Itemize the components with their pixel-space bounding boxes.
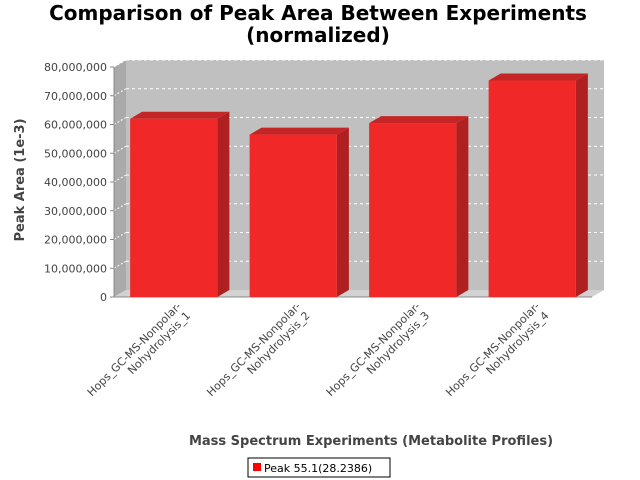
plot-floor [114,290,604,297]
y-tick-label: 50,000,000 [44,147,107,160]
bar-side [336,127,349,297]
legend: Peak 55.1(28.2386) [247,457,391,478]
bar-side [217,111,230,297]
y-tick-label: 20,000,000 [44,234,107,247]
x-tick-label: Hops_GC-MS-Nonpolar-Nohydrolysis_2 [204,300,312,408]
x-axis-categories: Hops_GC-MS-Nonpolar-Nohydrolysis_1 Hops_G… [85,300,552,408]
y-tick-label: 10,000,000 [44,262,107,275]
y-axis-title: Peak Area (1e-3) [13,118,28,241]
bar-top [369,116,469,124]
x-tick-label: Hops_GC-MS-Nonpolar-Nohydrolysis_1 [85,300,193,408]
y-tick-label: 0 [100,291,107,304]
bar [130,111,230,297]
bar-top [488,73,588,81]
bar-front [249,134,337,297]
legend-swatch [253,463,261,471]
bar [369,116,469,297]
bar-front [369,123,457,297]
legend-label: Peak 55.1(28.2386) [264,462,372,475]
y-tick-label: 80,000,000 [44,61,107,74]
y-tick-label: 70,000,000 [44,90,107,103]
bar-side [456,116,469,297]
x-axis-title: Mass Spectrum Experiments (Metabolite Pr… [189,434,553,449]
bars [130,73,588,297]
plot-side-wall [114,60,126,297]
y-axis: 0 10,000,000 20,000,000 30,000,000 40,000,00… [44,61,592,304]
chart-title-line-1: Comparison of Peak Area Between Experime… [49,1,587,25]
plot-back-wall [126,60,604,290]
bar-top [249,127,349,135]
bar-front [488,80,576,297]
x-tick-label: Hops_GC-MS-Nonpolar-Nohydrolysis_3 [324,300,432,408]
y-tick-label: 40,000,000 [44,176,107,189]
bar-front [130,118,218,297]
plot-area [114,60,604,297]
chart-title-line-2: (normalized) [246,23,390,47]
x-tick-label: Hops_GC-MS-Nonpolar-Nohydrolysis_4 [443,300,551,408]
bar-side [575,73,588,297]
bar [488,73,588,297]
y-tick-label: 30,000,000 [44,205,107,218]
bar [249,127,349,297]
bar-top [130,111,230,119]
legend-box [247,457,391,478]
y-tick-label: 60,000,000 [44,119,107,132]
